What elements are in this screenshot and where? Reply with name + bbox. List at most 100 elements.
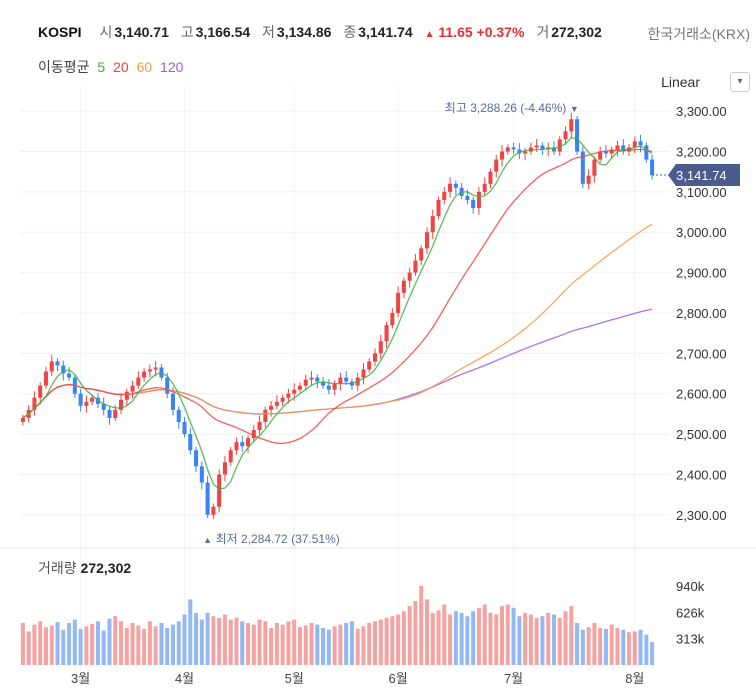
ma-60-label[interactable]: 60 — [136, 59, 153, 75]
volume-bar — [598, 627, 603, 665]
volume-bar — [505, 604, 510, 665]
volume-bar — [119, 621, 124, 665]
candle-body — [153, 367, 158, 370]
candle-body — [488, 171, 493, 184]
x-tick-label: 8월 — [625, 671, 644, 686]
candle-body — [297, 385, 302, 390]
volume-bar — [517, 616, 522, 665]
candle-body — [644, 145, 649, 160]
candle-body — [419, 248, 424, 261]
volume-bar — [511, 607, 516, 665]
candle-body — [61, 365, 66, 374]
volume-bar — [78, 628, 83, 665]
candle-body — [442, 191, 447, 200]
chevron-down-icon[interactable]: ▾ — [730, 72, 750, 92]
volume-bar — [55, 622, 60, 665]
volume-bar — [448, 614, 453, 665]
price-tick-label: 2,600.00 — [676, 387, 727, 402]
volume-bar — [136, 625, 141, 665]
volume-bar — [419, 585, 424, 665]
volume-bar — [95, 621, 100, 665]
volume-bar — [113, 616, 118, 665]
candle-body — [309, 377, 314, 380]
candle-body — [194, 450, 199, 467]
x-tick-label: 3월 — [71, 671, 90, 686]
candle-body — [222, 462, 227, 475]
ma-120-line — [22, 308, 653, 419]
candle-body — [615, 145, 620, 150]
volume-title-value: 272,302 — [80, 560, 132, 576]
volume-bar — [240, 621, 245, 665]
volume-bar — [49, 625, 54, 665]
volume-bar — [90, 623, 95, 665]
symbol-name: KOSPI — [38, 24, 82, 40]
candle-body — [482, 183, 487, 192]
volume-bar — [124, 627, 129, 665]
volume-bar — [453, 611, 458, 665]
candle-body — [49, 361, 54, 372]
candle-body — [274, 401, 279, 406]
candle-body — [67, 373, 72, 378]
close-label: 종 — [343, 24, 357, 40]
volume-bar — [401, 611, 406, 665]
volume-bar — [269, 627, 274, 665]
candle-body — [32, 397, 37, 410]
volume-bar — [332, 626, 337, 665]
candle-body — [367, 361, 372, 370]
volume-bar — [303, 625, 308, 665]
candle-body — [188, 434, 193, 451]
volume-bar — [413, 601, 418, 665]
volume-bar — [494, 614, 499, 665]
candle-body — [551, 147, 556, 152]
volume-title: 거래량 272,302 — [38, 558, 131, 578]
candle-body — [43, 371, 48, 386]
volume-bar — [147, 621, 152, 665]
ma-120-label[interactable]: 120 — [160, 59, 184, 75]
volume-bar — [20, 622, 25, 665]
volume-bar — [67, 622, 72, 665]
volume-bar — [234, 617, 239, 665]
ma-legend-label: 이동평균 — [38, 59, 90, 75]
volume-bar — [26, 631, 31, 665]
candle-body — [511, 147, 516, 150]
candle-body — [390, 312, 395, 326]
candle-body — [292, 389, 297, 394]
volume-bar — [586, 627, 591, 665]
volume-tick-label: 313k — [676, 632, 705, 647]
volume-bar — [228, 619, 233, 665]
volume-bar — [280, 624, 285, 665]
volume-bar — [424, 599, 429, 665]
volume-bar — [165, 627, 170, 665]
volume-bar — [130, 622, 135, 665]
volume-bar — [488, 612, 493, 665]
candle-body — [124, 391, 129, 400]
volume-label: 거 — [536, 24, 550, 40]
volume-bar — [540, 616, 545, 665]
candle-body — [147, 369, 152, 372]
scale-selector[interactable]: Linear — [661, 74, 700, 90]
volume-bar — [644, 634, 649, 665]
volume-bar — [407, 606, 412, 665]
volume-bar — [43, 627, 48, 665]
candle-body — [505, 147, 510, 152]
ma-20-label[interactable]: 20 — [113, 59, 129, 75]
candle-body — [136, 377, 141, 386]
volume-bar — [396, 614, 401, 665]
volume-tick-label: 626k — [676, 605, 705, 620]
ma-5-label[interactable]: 5 — [97, 59, 106, 75]
candle-body — [228, 450, 233, 463]
x-tick-label: 5월 — [285, 671, 304, 686]
candle-body — [55, 361, 60, 366]
x-tick-label: 6월 — [389, 671, 408, 686]
candle-body — [315, 377, 320, 382]
candle-body — [632, 141, 637, 148]
volume-bar — [32, 624, 37, 665]
volume-bar — [471, 611, 476, 665]
volume-bar — [326, 629, 331, 665]
candle-body — [101, 403, 106, 410]
volume-bar — [257, 619, 262, 665]
candle-body — [471, 199, 476, 209]
candle-body — [240, 442, 245, 447]
volume-bar — [638, 629, 643, 665]
